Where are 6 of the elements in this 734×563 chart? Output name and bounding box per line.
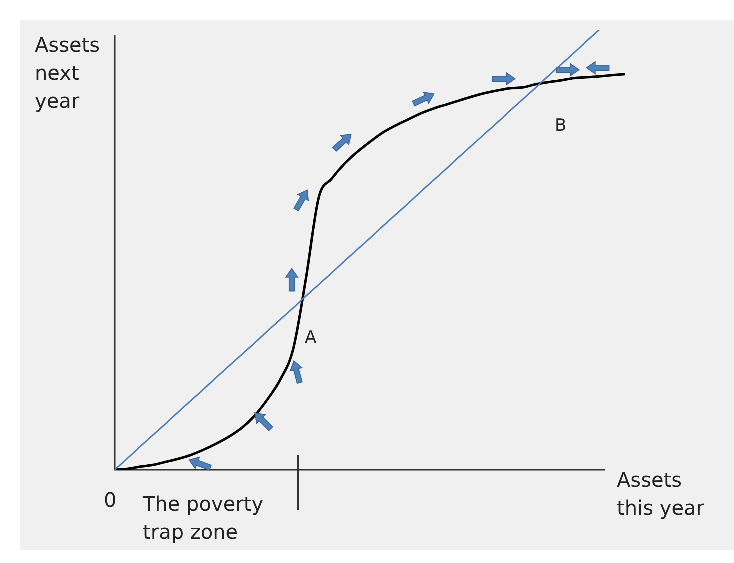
y-axis-title: Assets next year [35,33,100,114]
text: The poverty trap zone [142,492,264,544]
annotation: A [305,328,317,348]
text: 0 [104,488,117,512]
x-axis-title: Assets this year [617,468,706,520]
annotation: B [555,116,567,136]
